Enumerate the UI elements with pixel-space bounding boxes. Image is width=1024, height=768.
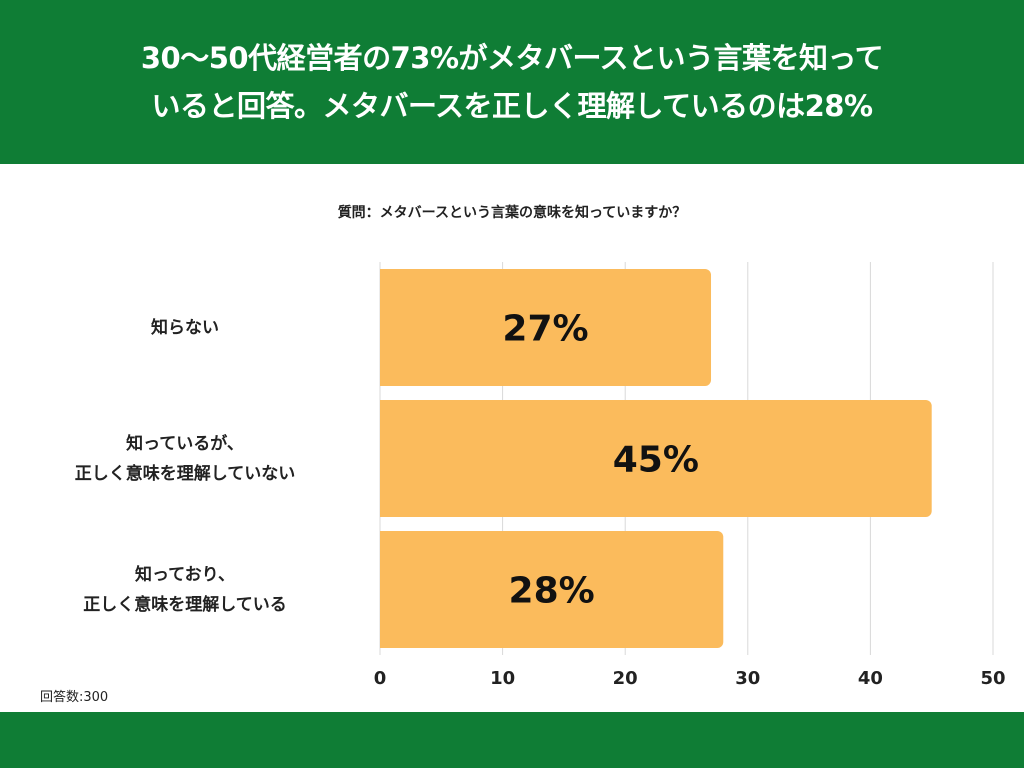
x-tick-label: 10 xyxy=(490,668,515,689)
category-label-line: 知っているが、 xyxy=(126,433,244,454)
x-tick-label: 0 xyxy=(374,668,387,689)
category-label-line: 知っており、 xyxy=(135,564,235,585)
header-banner: 30〜50代経営者の73%がメタバースという言葉を知って いると回答。メタバース… xyxy=(0,0,1024,164)
bar xyxy=(380,531,724,648)
bar xyxy=(380,269,712,386)
bar-value-label: 27% xyxy=(502,309,588,350)
category-label-line: 知らない xyxy=(151,317,219,338)
x-tick-label: 20 xyxy=(613,668,638,689)
title-line-1: 30〜50代経営者の73%がメタバースという言葉を知って xyxy=(140,41,884,75)
bar-edge xyxy=(380,269,390,386)
bar xyxy=(380,400,932,517)
category-label: 知らない xyxy=(20,313,350,343)
bar-value-label: 28% xyxy=(509,571,595,612)
x-tick-label: 50 xyxy=(980,668,1005,689)
footer-band xyxy=(0,712,1024,768)
bar-chart: 0 10 20 30 40 50 27% 45% 28% xyxy=(374,262,1006,689)
category-label: 知っており、正しく意味を理解している xyxy=(20,560,350,620)
x-tick-label: 40 xyxy=(858,668,883,689)
bar-value-label: 45% xyxy=(613,440,699,481)
category-label-line: 正しく意味を理解している xyxy=(83,594,287,615)
question-text: 質問：メタバースという言葉の意味を知っていますか？ xyxy=(337,205,687,221)
category-label: 知っているが、正しく意味を理解していない xyxy=(20,429,350,489)
x-tick-label: 30 xyxy=(735,668,760,689)
category-label-line: 正しく意味を理解していない xyxy=(74,463,296,484)
bar-edge xyxy=(380,400,390,517)
title-line-2: いると回答。メタバースを正しく理解しているのは28% xyxy=(151,89,873,123)
sample-size-note: 回答数:300 xyxy=(40,690,109,705)
bar-edge xyxy=(380,531,390,648)
